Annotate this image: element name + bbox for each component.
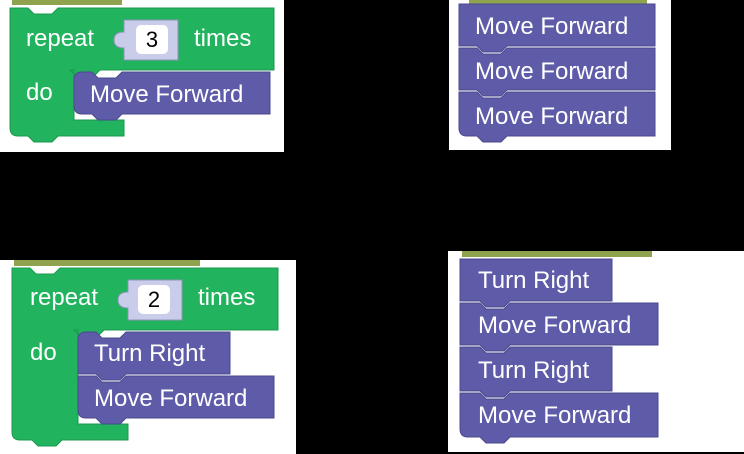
move-forward-block-3[interactable]: [458, 91, 656, 143]
turn-move-stack-canvas: Turn Right Move Forward Turn Right Move …: [459, 251, 659, 444]
times-label: times: [194, 25, 251, 52]
move-forward-label: Move Forward: [90, 81, 243, 108]
panel-turn-move-stack: Turn Right Move Forward Turn Right Move …: [448, 251, 744, 452]
panel-repeat-2: 2 repeat times do Turn Right Move Forwar…: [0, 260, 296, 454]
repeat-2-canvas: 2 repeat times do Turn Right Move Forwar…: [11, 260, 279, 447]
hat-tab: [462, 251, 652, 257]
turn-right-label-2: Turn Right: [478, 357, 589, 384]
turn-right-label: Turn Right: [94, 340, 205, 367]
move-forward-label-1: Move Forward: [475, 13, 628, 40]
move-forward-block[interactable]: [77, 375, 275, 425]
do-label: do: [30, 339, 57, 366]
panel-repeat-3: 3 repeat times do Move Forward: [0, 0, 284, 152]
count-input[interactable]: [138, 285, 170, 314]
move-forward-block-1[interactable]: [459, 302, 659, 352]
turn-right-label-1: Turn Right: [478, 267, 589, 294]
move-forward-block-1[interactable]: [458, 3, 656, 53]
move-forward-label-1: Move Forward: [478, 312, 631, 339]
hat-tab: [12, 0, 122, 5]
repeat-3-canvas: 3 repeat times do Move Forward: [9, 0, 275, 143]
times-label: times: [198, 284, 255, 311]
hat-tab: [14, 260, 200, 266]
hat-tab: [469, 0, 647, 4]
panel-move-forward-stack: Move Forward Move Forward Move Forward: [449, 0, 671, 150]
repeat-label: repeat: [26, 25, 94, 52]
repeat-block[interactable]: [9, 7, 275, 143]
move-forward-label: Move Forward: [94, 385, 247, 412]
repeat-label: repeat: [30, 284, 98, 311]
repeat-block[interactable]: [11, 267, 279, 447]
move-forward-block-2[interactable]: [459, 392, 659, 444]
move-forward-block-2[interactable]: [458, 47, 656, 97]
count-input[interactable]: [136, 25, 168, 54]
move-forward-label-2: Move Forward: [475, 58, 628, 85]
turn-right-block-1[interactable]: [459, 258, 613, 308]
count-value: 3: [146, 27, 158, 52]
move-forward-label-2: Move Forward: [478, 402, 631, 429]
do-label: do: [26, 79, 53, 106]
turn-right-block[interactable]: [77, 331, 231, 381]
move-forward-stack-canvas: Move Forward Move Forward Move Forward: [458, 0, 656, 143]
turn-right-block-2[interactable]: [459, 346, 613, 398]
move-forward-block[interactable]: [73, 71, 271, 121]
move-forward-label-3: Move Forward: [475, 103, 628, 130]
count-value: 2: [148, 287, 160, 312]
